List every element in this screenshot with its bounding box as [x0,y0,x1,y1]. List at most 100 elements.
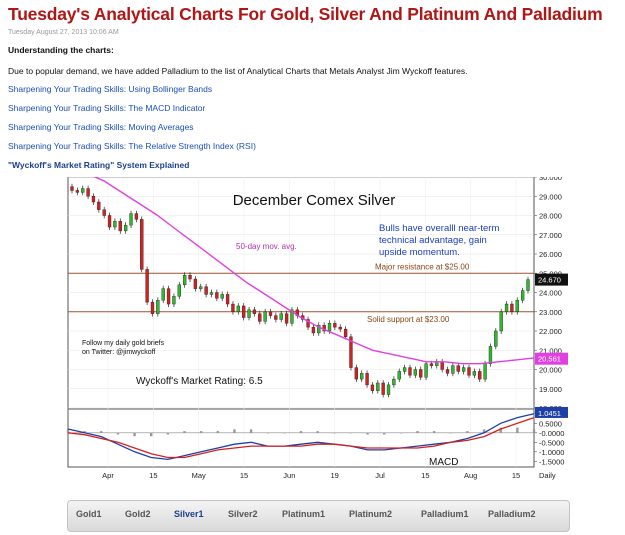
signal-line [67,416,535,459]
link-moving-averages[interactable]: Sharpening Your Trading Skills: Moving A… [8,122,194,132]
macd-histogram-bar [349,432,353,434]
macd-histogram-bar [266,432,269,434]
candle [263,311,267,322]
macd-value-label: 1.0451 [538,409,561,418]
chart-frame [67,177,535,468]
price-tick-label: 29.000 [539,192,562,201]
tab-silver1[interactable]: Silver1 [174,509,204,519]
tab-palladium2[interactable]: Palladium2 [488,509,536,519]
candle [279,313,283,320]
macd-histogram-bar [333,432,336,434]
candle [317,325,321,334]
macd-tick-label: 0.5000 [539,419,562,428]
link-macd-indicator[interactable]: Sharpening Your Trading Skills: The MACD… [8,103,206,113]
macd-histogram-bar [432,431,436,433]
macd-histogram-bar [449,432,452,434]
candle [402,367,407,372]
last-price-label: 24.670 [538,276,561,285]
link-bollinger-bands[interactable]: Sharpening Your Trading Skills: Using Bo… [8,84,213,94]
candle [247,309,251,318]
candle [370,384,375,391]
candle [107,215,112,228]
link-rsi[interactable]: Sharpening Your Trading Skills: The Rela… [8,141,256,151]
macd-histogram-bar [416,431,419,433]
x-tick-label: 15 [421,471,429,480]
candle [236,305,240,312]
macd-histogram-bar [199,431,203,433]
x-axis-label: Daily [539,471,556,480]
price-tick-label: 28.000 [539,212,562,221]
tab-platinum1[interactable]: Platinum1 [282,509,326,519]
macd-histogram-bar [66,429,70,433]
macd-annotation: MACD [429,457,458,468]
candle [333,323,337,328]
macd-histogram-bar [516,427,519,433]
candle [75,190,80,193]
macd-tick-label: -1.0000 [539,448,564,457]
candle [499,311,503,332]
link-market-rating-system[interactable]: "Wyckoff's Market Rating" System Explain… [8,160,190,170]
price-tick-label: 23.000 [539,308,562,317]
candle [354,367,358,380]
candle [478,371,482,380]
bulls-annotation: upside momentum. [379,247,460,258]
macd-histogram-bar [216,431,219,433]
section-heading: Understanding the charts: [8,45,114,55]
intro-paragraph: Due to popular demand, we have added Pal… [8,66,468,76]
candle [145,269,149,303]
macd-histogram-bar [249,429,253,433]
candle [231,303,235,312]
market-rating-annotation: Wyckoff's Market Rating: 6.5 [136,376,263,387]
candle [424,363,428,378]
follow-annotation: on Twitter: @jimwyckoff [82,349,155,356]
candle [381,382,385,395]
candle [338,326,342,330]
tab-gold1[interactable]: Gold1 [76,509,102,519]
x-tick-label: May [192,471,206,480]
bulls-annotation: Bulls have overalll near-term [379,223,499,234]
candle [134,213,139,220]
candle [209,292,214,295]
x-tick-label: 15 [149,471,157,480]
tab-platinum2[interactable]: Platinum2 [349,509,393,519]
x-tick-label: Apr [102,471,114,480]
candle [290,309,294,324]
candle [488,346,493,364]
support-annotation: Solid support at $23.00 [367,315,450,324]
ma-value-box [535,352,568,365]
candle [504,303,509,312]
macd-histogram-bar [499,427,502,433]
silver-chart: 30.00029.00028.00027.00026.00025.00024.0… [66,177,568,480]
candle [376,382,380,391]
candle [526,279,530,291]
tab-gold2[interactable]: Gold2 [125,509,151,519]
candle [188,274,192,280]
candle [311,326,316,334]
x-tick-label: Aug [464,471,477,480]
follow-annotation: Follow my daily gold briefs [82,340,165,347]
price-tick-label: 26.000 [539,250,562,259]
candle [252,309,257,314]
candle [193,278,198,289]
x-tick-label: Jul [375,471,385,480]
candle [510,303,514,312]
candle [86,188,90,197]
x-tick-label: 15 [240,471,248,480]
x-tick-label: 15 [512,471,520,480]
moving-average-line [93,177,535,365]
candle [204,286,208,295]
macd-histogram-bar [299,431,303,433]
price-tick-label: 20.000 [539,366,562,375]
tab-palladium1[interactable]: Palladium1 [421,509,469,519]
candle [258,313,262,322]
candle [515,299,519,312]
candle [268,311,273,316]
candle [365,373,369,386]
macd-histogram-bar [383,432,386,435]
candle [172,296,176,305]
candle [118,221,122,232]
chart-title: December Comex Silver [233,192,396,209]
candle [456,365,460,372]
candle [220,294,224,299]
tab-silver2[interactable]: Silver2 [228,509,258,519]
